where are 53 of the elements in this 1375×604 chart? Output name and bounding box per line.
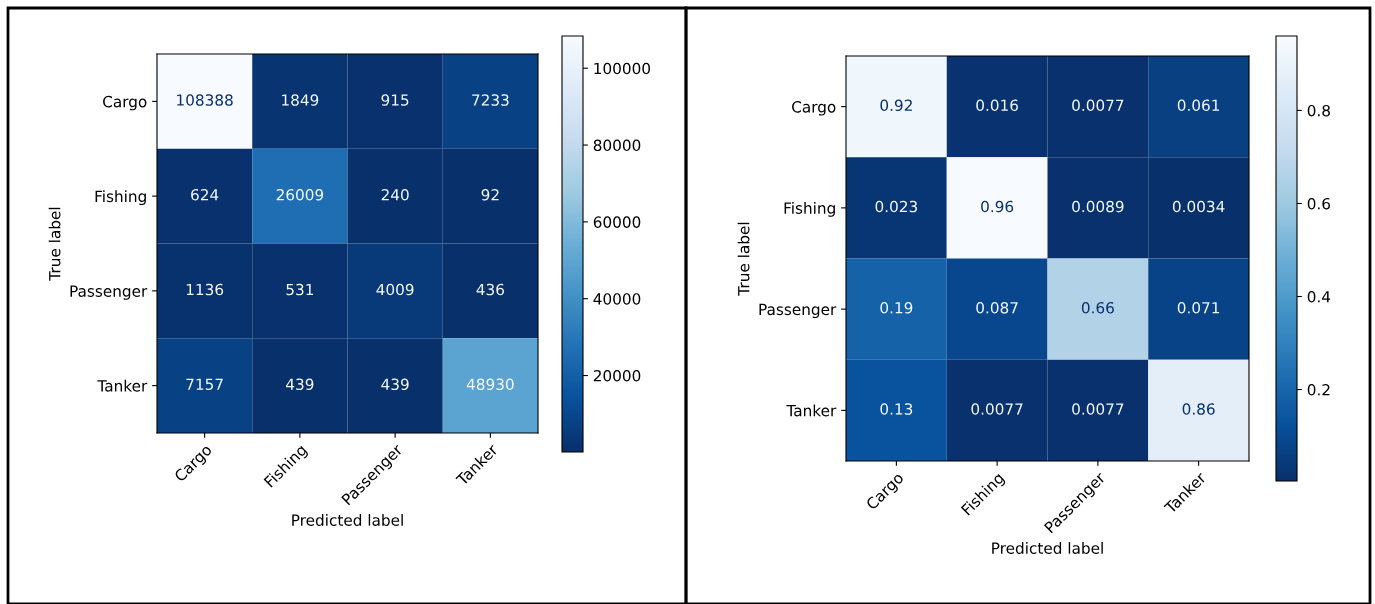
data-label: 0.071 (1177, 302, 1220, 314)
data-label: 0.92 (880, 99, 912, 112)
data-label: 240 (381, 189, 409, 201)
data-label: 0.061 (1177, 99, 1220, 112)
data-label: 0.0089 (1072, 200, 1124, 213)
data-label: 26009 (276, 189, 324, 201)
data-label: 48930 (466, 378, 514, 391)
data-label: 108388 (177, 94, 233, 106)
color-bar-label: 0.4 (1307, 290, 1331, 303)
data-label: 0.0077 (1072, 99, 1124, 112)
data-label: 0.13 (880, 403, 913, 415)
data-label: 0.016 (976, 99, 1019, 112)
data-label: 7157 (186, 378, 223, 391)
color-bar-label: 0.6 (1307, 197, 1331, 210)
data-label: 0.087 (976, 302, 1018, 314)
data-label: 436 (476, 283, 504, 296)
y-tick-label: Fishing (95, 190, 146, 206)
data-label: 624 (191, 189, 219, 201)
color-bar-label: 20000 (593, 369, 641, 382)
data-label: 439 (381, 378, 409, 391)
x-axis-title: Predicted label (292, 514, 403, 526)
color-bar-label: 100000 (594, 62, 651, 75)
data-label: 0.86 (1182, 403, 1215, 415)
data-label: 0.66 (1081, 302, 1114, 314)
color-bar-label: 80000 (593, 139, 641, 152)
y-tick-label: Passenger (70, 285, 148, 300)
data-label: 0.0077 (1072, 403, 1124, 415)
data-label: 92 (481, 189, 499, 201)
data-label: 7233 (472, 94, 509, 106)
y-tick-label: Tanker (97, 379, 148, 392)
y-axis-title: True label (48, 207, 61, 281)
data-label: 0.0077 (971, 403, 1023, 415)
data-label: 439 (286, 378, 314, 391)
color-bar-label: 0.8 (1307, 104, 1330, 117)
data-label: 0.96 (981, 200, 1014, 213)
data-label: 915 (381, 94, 409, 106)
color-bar-label: 40000 (593, 293, 641, 305)
y-tick-label: Cargo (103, 95, 147, 111)
data-label: 4009 (376, 283, 414, 296)
data-label: 0.19 (880, 302, 913, 314)
y-axis-title: True label (737, 222, 750, 296)
color-bar-label: 0.2 (1307, 384, 1330, 396)
data-label: 0.0034 (1172, 200, 1225, 213)
color-bar-label: 60000 (593, 216, 641, 228)
data-label: 531 (286, 283, 314, 296)
y-tick-label: Cargo (792, 101, 836, 116)
data-label: 1849 (282, 94, 319, 106)
y-tick-label: Tanker (786, 404, 837, 417)
data-label: 0.023 (875, 200, 918, 213)
x-axis-title: Predicted label (992, 542, 1103, 554)
data-label: 1136 (186, 283, 224, 296)
y-tick-label: Fishing (784, 202, 835, 217)
y-tick-label: Passenger (759, 303, 837, 319)
